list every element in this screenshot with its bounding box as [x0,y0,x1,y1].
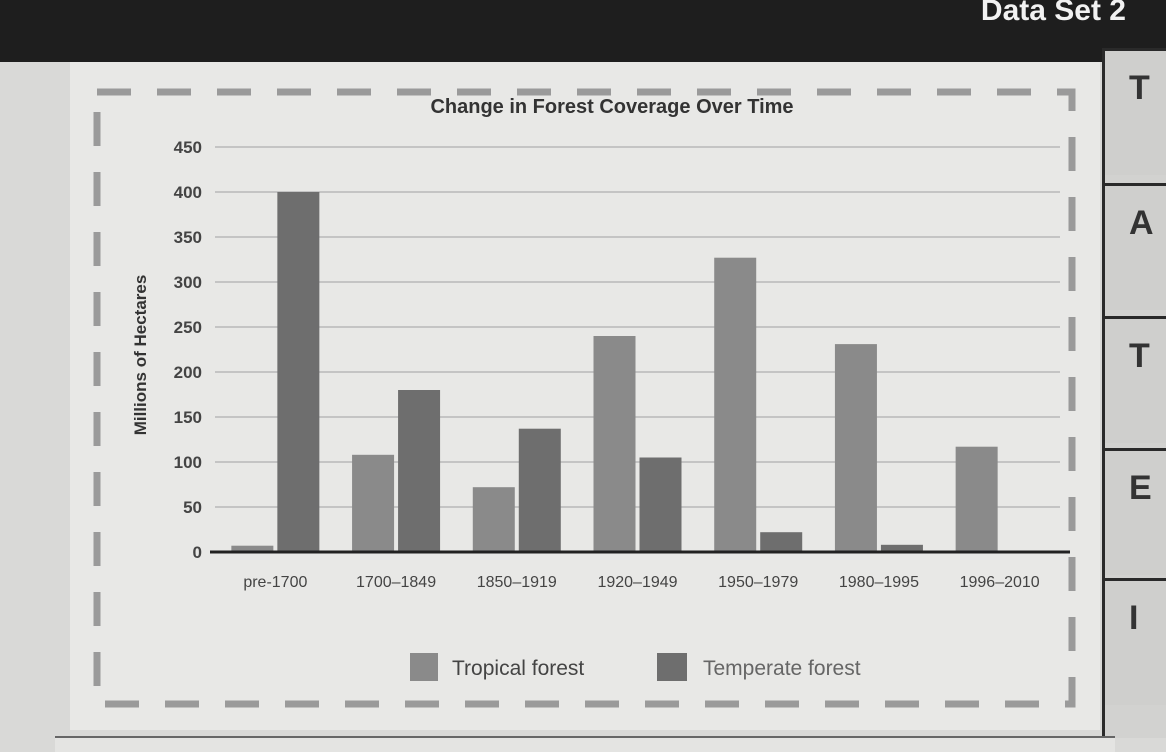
side-tab-4[interactable]: E [1105,448,1166,575]
chart-title: Change in Forest Coverage Over Time [430,96,793,118]
y-tick-label: 300 [174,273,202,292]
y-tick-labels: 0 50 100 150 200 250 300 350 400 450 [174,138,202,562]
bar-tropical [472,487,515,552]
side-tab-5[interactable]: I [1105,578,1166,705]
bar-temperate [639,457,682,552]
bar-temperate [760,532,803,552]
side-tab-3-label: T [1129,337,1150,375]
side-tab-1[interactable]: T [1105,48,1166,175]
y-tick-label: 200 [174,363,202,382]
side-tab-3[interactable]: T [1105,316,1166,443]
x-tick-label: 1850–1919 [477,574,557,591]
legend-swatch-temperate [657,653,687,681]
bar-temperate [398,390,441,552]
x-tick-label: 1996–2010 [960,574,1040,591]
y-tick-label: 50 [183,498,202,517]
x-tick-labels: pre-1700 1700–1849 1850–1919 1920–1949 1950–… [243,574,1039,591]
dashed-frame [93,88,1076,708]
bar-temperate [518,428,561,552]
header-band: Data Set 2 [0,0,1166,62]
side-tab-4-label: E [1129,469,1152,507]
legend-swatch-tropical [410,653,438,681]
y-tick-label: 0 [193,543,202,562]
x-tick-label: 1700–1849 [356,574,436,591]
x-tick-label: 1980–1995 [839,574,919,591]
bar-temperate [277,192,320,552]
y-axis-label: Millions of Hectares [131,275,150,436]
side-tab-5-label: I [1129,599,1139,637]
bar-tropical [593,336,636,552]
bars [231,192,998,552]
x-tick-label: 1950–1979 [718,574,798,591]
legend-label-temperate: Temperate forest [703,657,861,680]
legend-label-tropical: Tropical forest [452,657,584,680]
x-tick-label: 1920–1949 [597,574,677,591]
side-tab-2-label: A [1129,204,1154,242]
bottom-strip [55,736,1115,752]
bar-tropical [231,545,274,552]
gridlines [215,146,1060,508]
bar-tropical [834,344,877,552]
y-tick-label: 450 [174,138,202,157]
bar-tropical [955,446,998,552]
y-tick-label: 150 [174,408,202,427]
legend: Tropical forest Temperate forest [410,653,861,681]
side-tabs: T A T E I [1102,48,1166,738]
bar-tropical [714,257,757,552]
y-tick-label: 400 [174,183,202,202]
bar-temperate [880,544,923,552]
side-tab-1-label: T [1129,69,1150,107]
bar-tropical [352,454,395,552]
y-tick-label: 250 [174,318,202,337]
x-tick-label: pre-1700 [243,574,307,591]
side-tab-2[interactable]: A [1105,183,1166,310]
y-tick-label: 100 [174,453,202,472]
chart-panel [70,62,1100,730]
data-set-title: Data Set 2 [980,0,1126,27]
y-tick-label: 350 [174,228,202,247]
